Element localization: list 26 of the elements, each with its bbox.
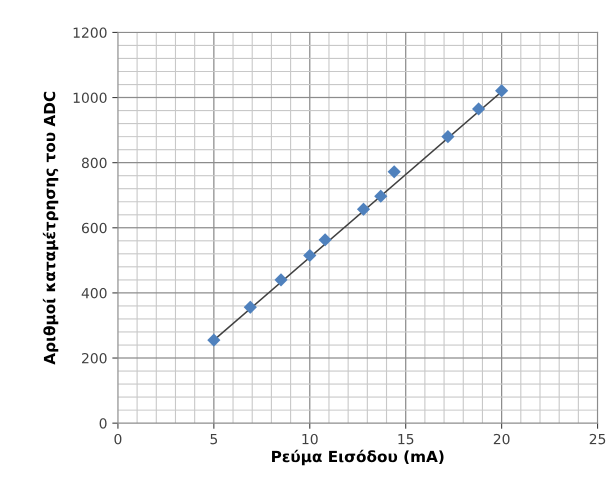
x-tick-label: 25: [590, 434, 606, 444]
point: [207, 334, 220, 347]
point: [356, 202, 370, 216]
y-tick-label: 200: [82, 353, 107, 364]
x-tick-label: 0: [114, 434, 122, 444]
y-tick-label: 600: [82, 222, 107, 234]
point: [303, 248, 316, 262]
point: [274, 273, 288, 286]
y-tick-label: 800: [82, 158, 107, 168]
y-tick-label: 400: [82, 288, 107, 298]
x-axis-title: Ρεύμα Εισόδου (mA): [272, 450, 444, 466]
point: [441, 130, 454, 144]
point: [374, 190, 388, 203]
y-tick-label: 1200: [74, 27, 107, 38]
y-axis-title: Αριθμοί καταμέτρησης του ADC: [42, 92, 58, 365]
point: [244, 300, 257, 314]
point: [472, 102, 486, 116]
x-tick-label: 5: [210, 434, 218, 444]
point: [495, 84, 508, 98]
y-tick-label: 0: [100, 418, 107, 429]
x-tick-label: 20: [494, 434, 510, 444]
point: [318, 233, 332, 246]
x-tick-label: 15: [398, 434, 414, 444]
x-tick-label: 10: [302, 434, 318, 444]
point: [388, 165, 401, 178]
y-tick-label: 1000: [74, 92, 107, 104]
